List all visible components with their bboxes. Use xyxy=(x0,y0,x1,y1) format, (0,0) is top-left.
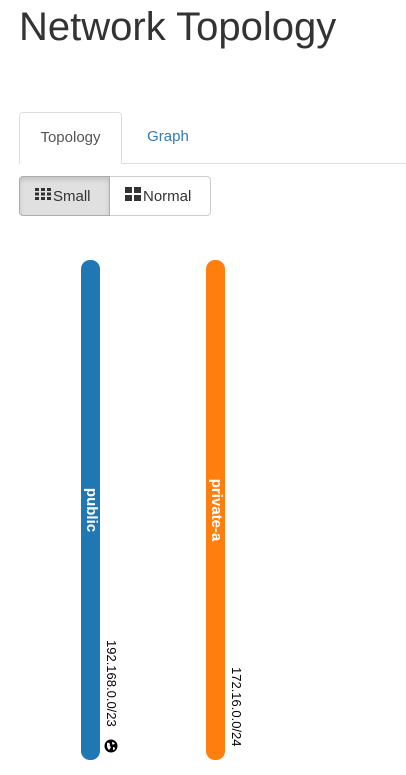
tab-topology[interactable]: Topology xyxy=(19,112,122,164)
network-name: private-a xyxy=(207,478,225,542)
small-view-label: Small xyxy=(53,187,91,205)
th-large-icon xyxy=(125,187,141,205)
normal-view-button[interactable]: Normal xyxy=(110,176,211,216)
page-title: Network Topology xyxy=(19,5,337,49)
network-cidr: 192.168.0.0/23 xyxy=(104,640,119,727)
th-grid-icon xyxy=(35,187,51,205)
network-private-a-bar[interactable]: private-a xyxy=(206,260,225,760)
tab-graph[interactable]: Graph xyxy=(147,128,189,145)
view-size-toggle: Small Normal xyxy=(19,176,211,216)
network-cidr: 172.16.0.0/24 xyxy=(229,667,244,747)
small-view-button[interactable]: Small xyxy=(19,176,110,216)
globe-icon xyxy=(104,739,118,753)
topology-tabs: Topology Graph xyxy=(19,112,406,164)
network-public-bar[interactable]: public xyxy=(81,260,100,760)
network-name: public xyxy=(82,487,100,533)
normal-view-label: Normal xyxy=(143,187,192,205)
